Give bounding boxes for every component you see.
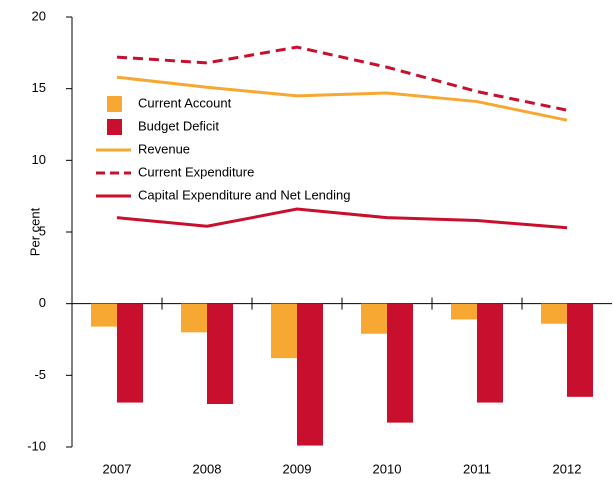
legend-label: Current Expenditure xyxy=(138,164,254,179)
y-tick-label: 10 xyxy=(32,152,46,167)
bar xyxy=(567,303,593,397)
y-tick-label: 15 xyxy=(32,80,46,95)
bar xyxy=(181,303,207,333)
bar xyxy=(207,303,233,404)
bar xyxy=(297,303,323,446)
x-tick-label: 2009 xyxy=(283,461,312,476)
y-tick-label: 20 xyxy=(32,8,46,23)
legend-swatch xyxy=(107,119,122,135)
line xyxy=(116,207,568,230)
x-tick-label: 2008 xyxy=(193,461,222,476)
bar xyxy=(91,303,117,327)
x-tick-label: 2011 xyxy=(463,461,491,476)
x-tick-label: 2012 xyxy=(553,461,582,476)
bar xyxy=(451,303,477,320)
bar xyxy=(117,303,143,403)
y-tick-label: 5 xyxy=(39,223,46,238)
line xyxy=(116,75,568,122)
y-tick-label: 0 xyxy=(39,295,46,310)
legend-label: Budget Deficit xyxy=(138,118,219,133)
legend-label: Current Account xyxy=(138,95,232,110)
bar xyxy=(477,303,503,403)
y-tick-label: -5 xyxy=(34,367,46,382)
bar xyxy=(387,303,413,423)
y-tick-label: -10 xyxy=(27,438,46,453)
x-tick-label: 2010 xyxy=(373,461,402,476)
line xyxy=(116,45,568,112)
bar xyxy=(361,303,387,334)
bar xyxy=(541,303,567,324)
legend-label: Capital Expenditure and Net Lending xyxy=(138,187,350,202)
y-axis-label: Per cent xyxy=(27,207,42,256)
legend-swatch xyxy=(107,96,122,112)
legend-label: Revenue xyxy=(138,141,190,156)
bar xyxy=(271,303,297,359)
x-tick-label: 2007 xyxy=(103,461,132,476)
